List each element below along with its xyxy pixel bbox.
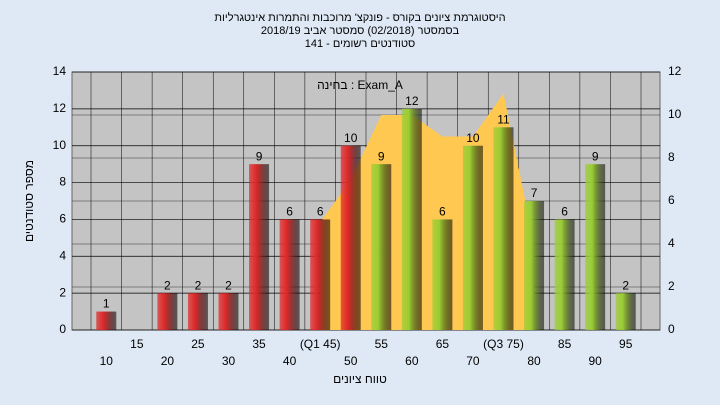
x-tick-label: 55 — [375, 337, 389, 351]
x-tick-label: 20 — [161, 354, 175, 368]
x-tick-label: (Q3 75) — [483, 337, 524, 351]
data-label: 6 — [561, 205, 568, 219]
y-tick-label: 2 — [59, 285, 66, 299]
bar — [187, 293, 208, 330]
x-tick-label: 65 — [436, 337, 450, 351]
y-tick-label: 14 — [53, 64, 67, 78]
data-label: 6 — [439, 205, 446, 219]
x-tick-label: 30 — [222, 354, 236, 368]
bar — [340, 145, 361, 330]
bar — [585, 164, 606, 330]
data-label: 11 — [497, 112, 510, 126]
data-label: 12 — [405, 94, 419, 108]
x-tick-label: 35 — [252, 337, 266, 351]
y-tick-label: 4 — [59, 248, 66, 262]
y2-tick-label: 6 — [668, 193, 675, 207]
chart-title: היסטוגרמת ציונים בקורס - פונקצ' מרוכבות … — [214, 11, 505, 24]
y2-tick-label: 2 — [668, 279, 675, 293]
bar — [493, 127, 514, 331]
y-tick-label: 8 — [59, 175, 66, 189]
bar — [96, 311, 117, 330]
x-tick-label: 70 — [466, 354, 480, 368]
data-label: 1 — [103, 297, 110, 311]
x-tick-label: 95 — [619, 337, 633, 351]
data-label: 2 — [225, 278, 232, 292]
x-tick-label: (Q1 45) — [300, 337, 341, 351]
bar — [554, 219, 575, 330]
data-label: 9 — [256, 149, 263, 163]
chart-subtitle: בסמסטר (02/2018) סמסטר אביב 2018/19 — [261, 25, 460, 37]
data-label: 6 — [317, 205, 324, 219]
x-tick-label: 15 — [130, 337, 144, 351]
x-tick-label: 60 — [405, 354, 419, 368]
y-tick-label: 10 — [53, 138, 67, 152]
chart-subtitle: סטודנטים רשומים - 141 — [305, 38, 416, 50]
bar — [371, 164, 392, 330]
x-tick-label: 10 — [100, 354, 114, 368]
data-label: 9 — [592, 149, 599, 163]
y2-tick-label: 12 — [668, 64, 682, 78]
bar — [432, 219, 453, 330]
bar — [218, 293, 239, 330]
x-tick-label: 50 — [344, 354, 358, 368]
data-label: 2 — [195, 278, 202, 292]
data-label: 10 — [344, 131, 358, 145]
y-tick-label: 6 — [59, 212, 66, 226]
data-label: 2 — [164, 278, 171, 292]
y-axis-label: מספר סטודנטים — [22, 160, 36, 242]
data-label: 6 — [286, 205, 293, 219]
bar — [310, 219, 331, 330]
data-label: 10 — [466, 131, 480, 145]
y2-tick-label: 8 — [668, 150, 675, 164]
data-label: 9 — [378, 149, 385, 163]
annotation: בחינה : Exam_A — [317, 78, 403, 92]
bar — [157, 293, 178, 330]
x-axis-label: טווח ציונים — [333, 372, 387, 386]
bar — [615, 293, 636, 330]
x-tick-label: 80 — [527, 354, 541, 368]
y-tick-label: 0 — [59, 322, 66, 336]
y-tick-label: 12 — [53, 101, 67, 115]
y2-tick-label: 10 — [668, 107, 682, 121]
x-tick-label: 40 — [283, 354, 297, 368]
bar — [249, 164, 270, 330]
data-label: 7 — [531, 186, 538, 200]
bar — [462, 145, 483, 330]
bar — [524, 201, 545, 330]
y2-tick-label: 0 — [668, 322, 675, 336]
x-tick-label: 25 — [191, 337, 205, 351]
x-tick-label: 90 — [588, 354, 602, 368]
bar — [401, 108, 422, 330]
y2-tick-label: 4 — [668, 236, 675, 250]
x-tick-label: 85 — [558, 337, 572, 351]
data-label: 2 — [622, 278, 629, 292]
bar — [279, 219, 300, 330]
